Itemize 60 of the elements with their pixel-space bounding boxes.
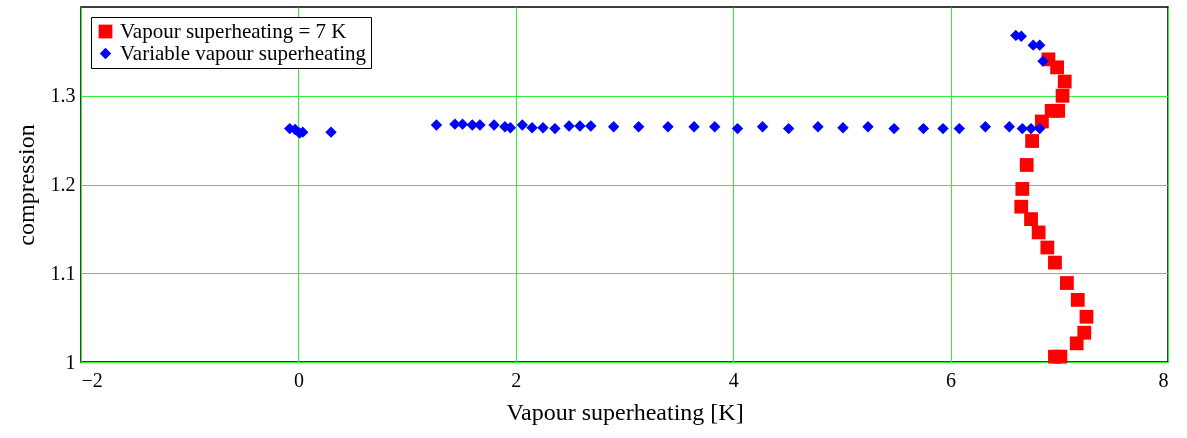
x-tick-label: 6 [946, 368, 957, 391]
point [1019, 158, 1034, 172]
y-axis-title: compression [12, 124, 39, 246]
point [585, 120, 597, 132]
point [917, 122, 930, 135]
point [325, 126, 337, 138]
x-axis-title: Vapour superheating [K] [506, 398, 744, 425]
x-tick-label: 2 [511, 368, 522, 391]
point [563, 120, 575, 132]
y-tick-label: 1.1 [50, 261, 76, 284]
x-tick-label: −2 [81, 368, 103, 391]
point [731, 122, 744, 135]
point [837, 122, 849, 134]
point [1037, 55, 1049, 67]
point [1070, 292, 1085, 307]
point [782, 122, 795, 135]
point [1034, 122, 1046, 135]
point [1031, 225, 1046, 240]
point [574, 120, 586, 132]
point [953, 122, 965, 135]
point [812, 121, 824, 133]
point [662, 121, 674, 133]
point [1003, 121, 1015, 133]
point [1055, 88, 1070, 103]
point [1014, 199, 1029, 214]
point [1057, 74, 1072, 89]
legend-label: Vapour superheating = 7 K [120, 18, 347, 43]
point [756, 121, 769, 133]
point [862, 121, 874, 133]
point [979, 121, 992, 133]
point [1069, 336, 1084, 351]
point [1025, 134, 1040, 148]
point [1025, 122, 1037, 135]
x-tick-label: 8 [1158, 368, 1169, 391]
point [1050, 60, 1065, 75]
y-tick-label: 1.3 [50, 84, 76, 107]
point [709, 121, 721, 133]
point [549, 122, 561, 135]
point [488, 119, 500, 131]
point [607, 121, 620, 133]
y-tick-label: 1 [65, 350, 76, 373]
point [516, 119, 529, 131]
point [430, 119, 443, 131]
point [632, 121, 645, 133]
point [1053, 349, 1068, 364]
x-tick-label: 0 [293, 368, 304, 391]
point [1024, 212, 1038, 226]
x-tick-label: 4 [728, 368, 739, 391]
point [1048, 255, 1062, 270]
point [1015, 182, 1030, 196]
y-tick-label: 1.2 [50, 173, 76, 195]
point [1079, 309, 1094, 324]
point [888, 122, 900, 135]
point [937, 122, 949, 135]
point [526, 122, 538, 134]
point [1040, 240, 1055, 255]
point [537, 122, 549, 134]
point [688, 121, 700, 133]
point [1060, 276, 1074, 290]
point [1051, 103, 1066, 118]
